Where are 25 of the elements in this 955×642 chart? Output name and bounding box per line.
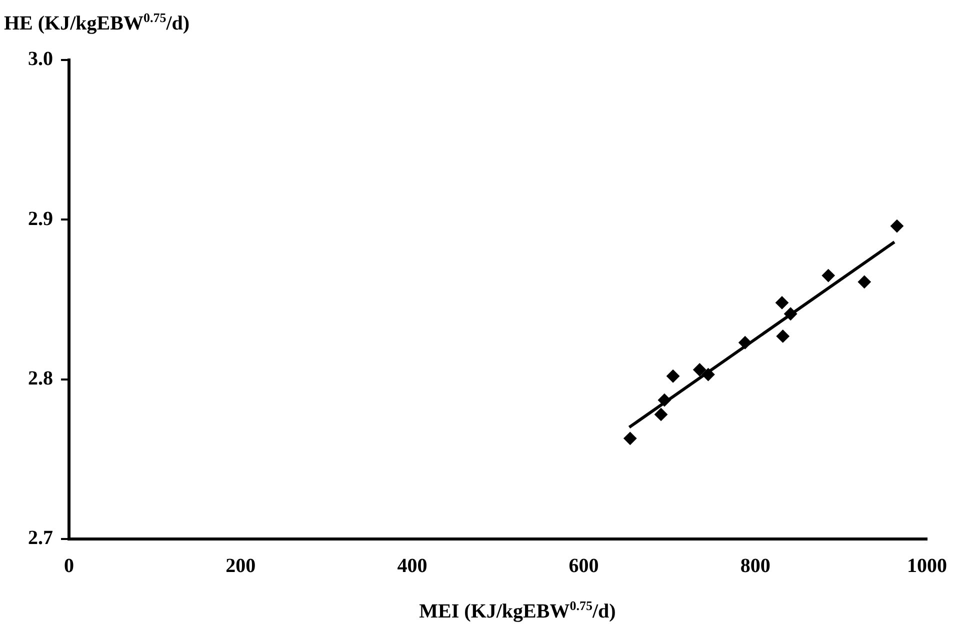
- point: [784, 307, 798, 320]
- x-tick-label: 600: [568, 555, 599, 578]
- point: [822, 269, 835, 282]
- x-axis-title: MEI (KJ/kgEBW$^{0.75}$/d): [418, 598, 617, 624]
- y-tick-label: 3.0: [28, 48, 53, 70]
- y-axis-title: HE (KJ/kgEBW$^{0.75}$/d): [4, 10, 190, 36]
- point: [693, 363, 706, 376]
- y-tick-label: 2.7: [28, 527, 53, 550]
- point: [776, 296, 788, 310]
- point: [858, 275, 871, 288]
- x-tick-label: 0: [64, 555, 74, 578]
- point: [776, 330, 790, 343]
- point: [738, 336, 752, 350]
- y-tick-label: 2.8: [28, 368, 53, 390]
- point: [654, 408, 668, 421]
- point: [702, 368, 715, 382]
- x-tick-label: 1000: [907, 555, 947, 578]
- point: [658, 394, 671, 407]
- x-tick-label: 200: [226, 555, 256, 578]
- point: [666, 370, 680, 383]
- point: [890, 220, 904, 233]
- x-tick-label: 800: [740, 555, 770, 578]
- x-tick-label: 400: [397, 555, 428, 578]
- y-tick-label: 2.9: [28, 208, 53, 230]
- point: [624, 432, 637, 445]
